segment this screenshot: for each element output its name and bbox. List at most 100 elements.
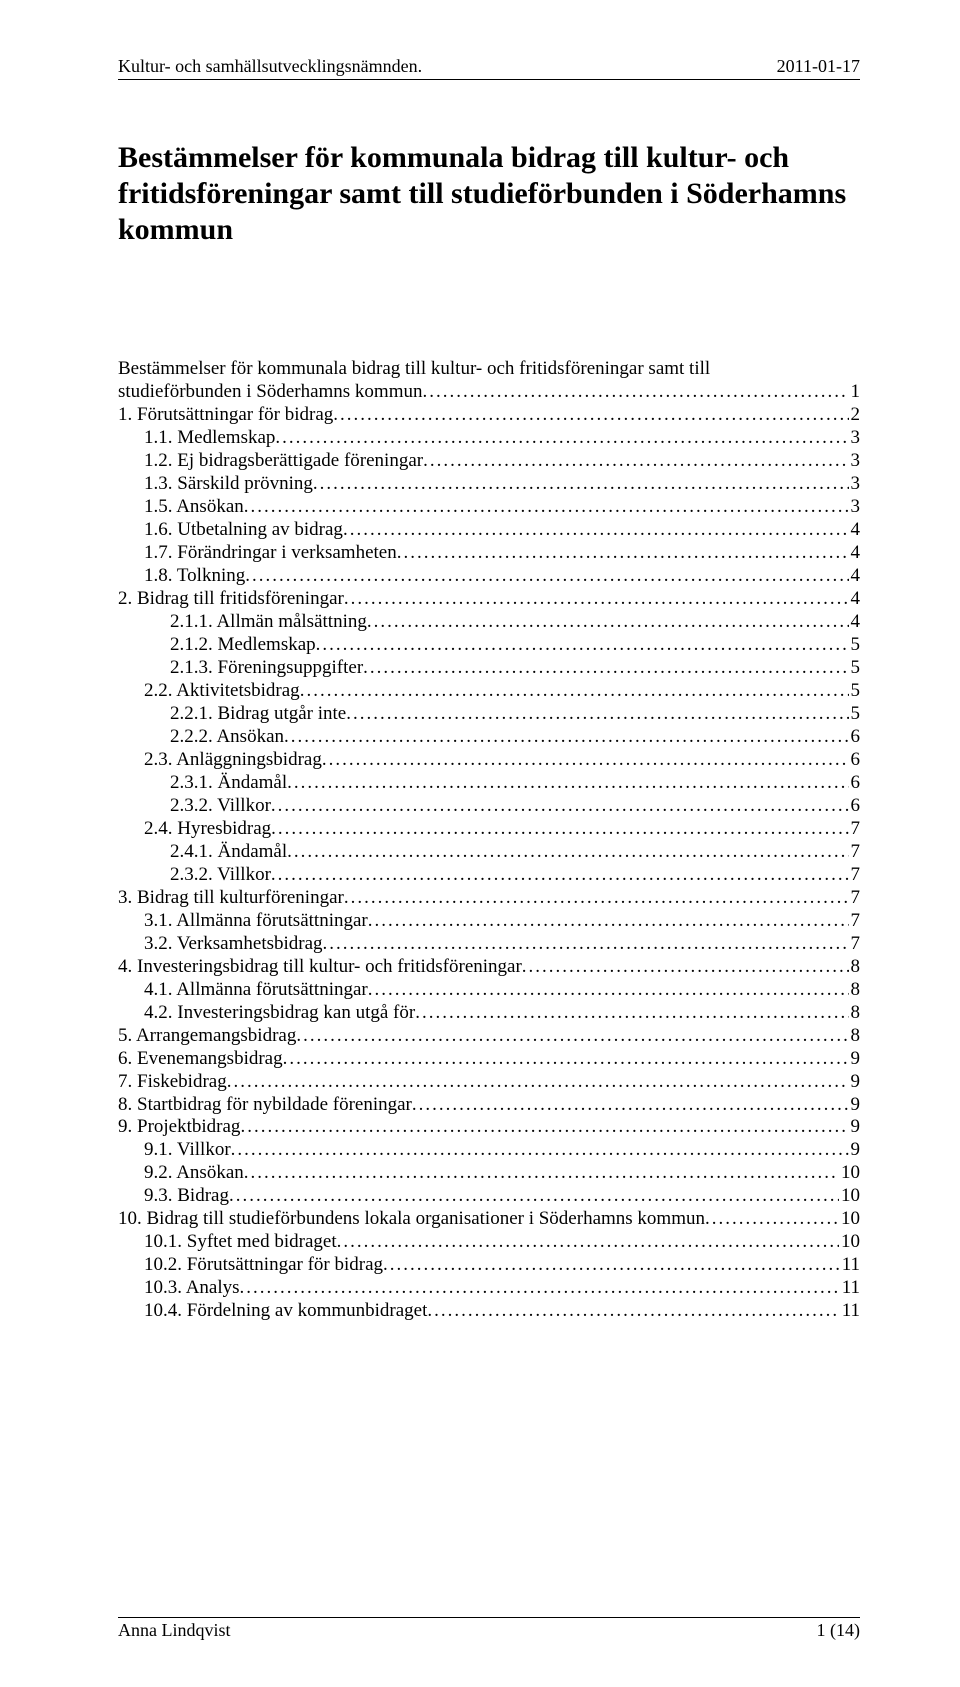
toc-entry: 4.1. Allmänna förutsättningar8 [118,979,860,1002]
toc-leader-dots [245,565,848,588]
toc-page-number: 5 [849,680,861,703]
toc-label: 10.3. Analys [144,1277,240,1300]
toc-entry: 2.3.2. Villkor7 [118,864,860,887]
toc-leader-dots [705,1208,839,1231]
toc-entry: 1.2. Ej bidragsberättigade föreningar3 [118,450,860,473]
toc-page-number: 11 [840,1254,860,1277]
toc-entry: 1.5. Ansökan 3 [118,496,860,519]
toc-leader-dots [244,1162,839,1185]
document-page: Kultur- och samhällsutvecklingsnämnden. … [0,0,960,1687]
toc-entry: 9.1. Villkor 9 [118,1139,860,1162]
toc-leader-dots [283,1048,849,1071]
toc-entry: 2.1.2. Medlemskap5 [118,634,860,657]
toc-label: 2.1.3. Föreningsuppgifter [170,657,363,680]
toc-leader-dots [397,542,849,565]
toc-leader-dots [423,450,848,473]
document-title: Bestämmelser för kommunala bidrag till k… [118,140,860,248]
toc-page-number: 11 [840,1277,860,1300]
toc-page-number: 3 [849,496,861,519]
toc-entry: Bestämmelser för kommunala bidrag till k… [118,358,860,381]
toc-entry: 2.2. Aktivitetsbidrag5 [118,680,860,703]
toc-page-number: 9 [849,1139,861,1162]
toc-page-number: 7 [849,818,861,841]
toc-entry: 5. Arrangemangsbidrag 8 [118,1025,860,1048]
toc-entry: 6. Evenemangsbidrag9 [118,1048,860,1071]
toc-page-number: 2 [849,404,861,427]
toc-leader-dots [244,496,849,519]
toc-label: 5. Arrangemangsbidrag [118,1025,296,1048]
toc-page-number: 8 [849,1025,861,1048]
toc-entry: 2. Bidrag till fritidsföreningar4 [118,588,860,611]
toc-label: 2.2.2. Ansökan [170,726,284,749]
toc-label: 9.2. Ansökan [144,1162,244,1185]
toc-leader-dots [363,657,848,680]
toc-label: 1.8. Tolkning [144,565,245,588]
toc-label: studieförbunden i Söderhamns kommun [118,381,423,404]
toc-leader-dots [313,473,849,496]
toc-entry: 8. Startbidrag för nybildade föreningar 9 [118,1094,860,1117]
toc-entry: 2.3.2. Villkor6 [118,795,860,818]
toc-leader-dots [415,1002,848,1025]
toc-label: 2.1.1. Allmän målsättning [170,611,367,634]
toc-page-number: 4 [849,588,861,611]
toc-page-number: 6 [849,749,861,772]
toc-page-number: 8 [849,956,861,979]
toc-entry: 4. Investeringsbidrag till kultur- och f… [118,956,860,979]
toc-entry: 10.3. Analys 11 [118,1277,860,1300]
toc-entry: 1.1. Medlemskap3 [118,427,860,450]
toc-page-number: 9 [849,1094,861,1117]
toc-label: 1.2. Ej bidragsberättigade föreningar [144,450,423,473]
toc-page-number: 8 [849,1002,861,1025]
toc-leader-dots [271,864,849,887]
toc-leader-dots [240,1116,848,1139]
toc-entry: 3. Bidrag till kulturföreningar7 [118,887,860,910]
toc-label: 3.2. Verksamhetsbidrag [144,933,323,956]
toc-label: 10. Bidrag till studieförbundens lokala … [118,1208,705,1231]
toc-page-number: 10 [839,1185,860,1208]
toc-label: 6. Evenemangsbidrag [118,1048,283,1071]
toc-leader-dots [316,634,849,657]
toc-leader-dots [412,1094,849,1117]
toc-page-number: 10 [839,1208,860,1231]
toc-page-number: 6 [849,795,861,818]
footer-page-number: 1 (14) [817,1620,861,1641]
toc-entry: 2.3. Anläggningsbidrag 6 [118,749,860,772]
toc-entry: 10.4. Fördelning av kommunbidraget11 [118,1300,860,1323]
toc-label: 4.1. Allmänna förutsättningar [144,979,368,1002]
toc-label: 9.1. Villkor [144,1139,231,1162]
toc-entry: 10. Bidrag till studieförbundens lokala … [118,1208,860,1231]
toc-leader-dots [227,1071,849,1094]
toc-page-number: 6 [849,726,861,749]
toc-label: 7. Fiskebidrag [118,1071,227,1094]
toc-leader-dots [271,818,848,841]
toc-page-number: 10 [839,1162,860,1185]
toc-entry: 7. Fiskebidrag9 [118,1071,860,1094]
toc-leader-dots [323,933,849,956]
toc-page-number: 4 [849,519,861,542]
toc-leader-dots [287,841,848,864]
toc-label: 8. Startbidrag för nybildade föreningar [118,1094,412,1117]
toc-page-number: 10 [839,1231,860,1254]
toc-entry: 10.2. Förutsättningar för bidrag 11 [118,1254,860,1277]
toc-page-number: 7 [849,887,861,910]
toc-label: 2.3. Anläggningsbidrag [144,749,322,772]
toc-leader-dots [423,381,849,404]
toc-label: 10.2. Förutsättningar för bidrag [144,1254,383,1277]
toc-label: 1.7. Förändringar i verksamheten [144,542,397,565]
toc-leader-dots [322,749,849,772]
footer-author: Anna Lindqvist [118,1620,231,1641]
toc-leader-dots [240,1277,840,1300]
toc-leader-dots [300,680,849,703]
toc-label: 1.5. Ansökan [144,496,244,519]
page-header: Kultur- och samhällsutvecklingsnämnden. … [118,56,860,80]
toc-label: 2.2.1. Bidrag utgår inte [170,703,346,726]
header-left: Kultur- och samhällsutvecklingsnämnden. [118,56,422,77]
toc-leader-dots [367,611,849,634]
toc-label: 2.3.2. Villkor [170,864,271,887]
toc-entry: 2.1.1. Allmän målsättning4 [118,611,860,634]
toc-page-number: 6 [849,772,861,795]
toc-label: 10.1. Syftet med bidraget [144,1231,337,1254]
toc-leader-dots [275,427,848,450]
toc-label: 4.2. Investeringsbidrag kan utgå för [144,1002,415,1025]
toc-label: 4. Investeringsbidrag till kultur- och f… [118,956,522,979]
